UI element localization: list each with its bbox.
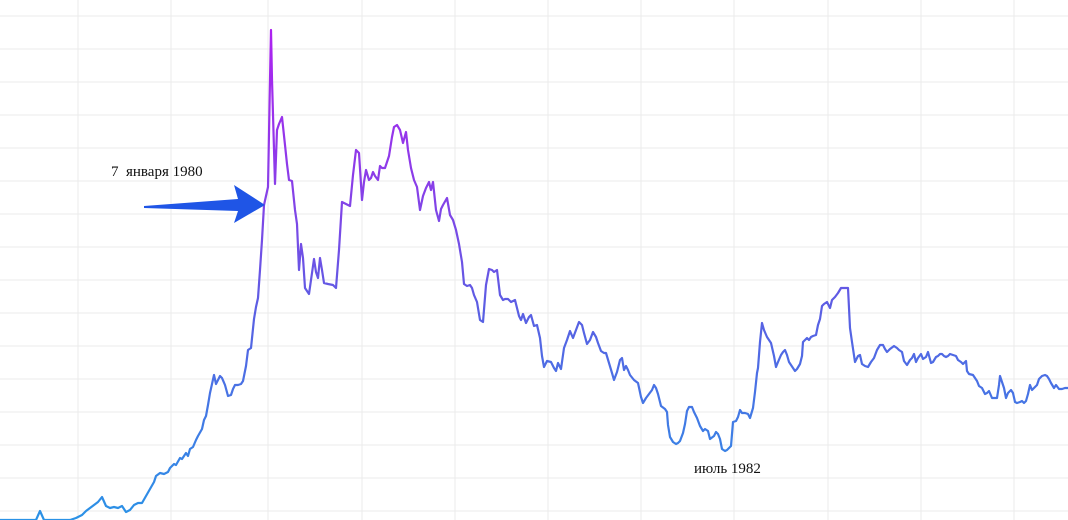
peak-annotation-label: 7 января 1980 xyxy=(111,164,203,180)
trough-annotation-label: июль 1982 xyxy=(694,461,761,477)
annotation-arrow-icon xyxy=(144,185,265,223)
price-line xyxy=(0,28,1068,520)
